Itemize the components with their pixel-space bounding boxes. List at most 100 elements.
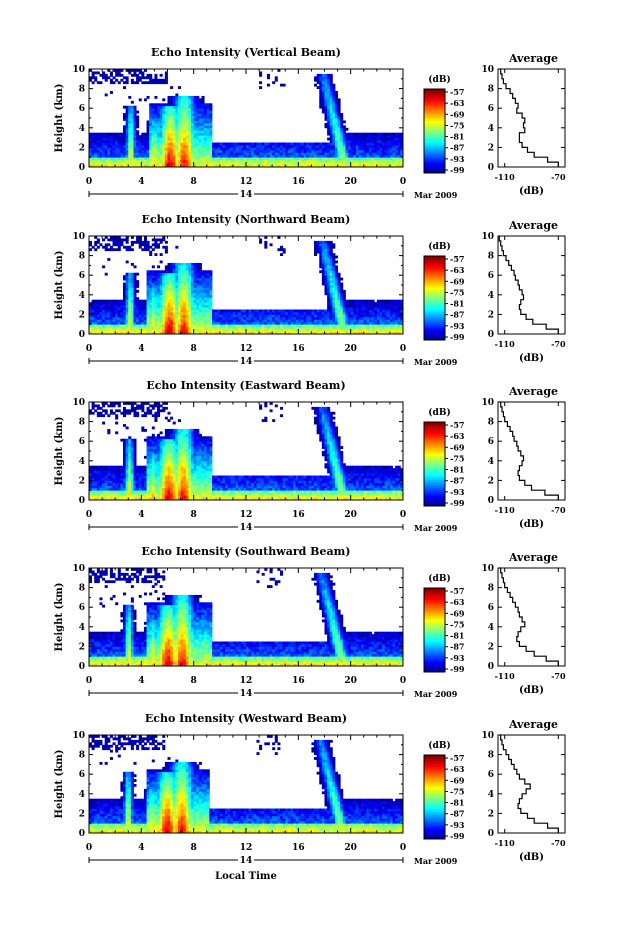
heatmap-cell [329,122,333,126]
heatmap-cell [115,159,119,163]
heatmap-cell [198,285,202,288]
heatmap-cell [209,275,213,279]
heatmap-cell [157,130,161,134]
heatmap-cell [277,321,281,325]
heatmap-cell [345,324,349,328]
heatmap-cell [198,302,202,305]
heatmap-cell [117,149,121,153]
heatmap-cell [204,118,208,121]
heatmap-cell [96,480,100,484]
heatmap-cell [191,309,195,313]
heatmap-cell [217,314,221,318]
heatmap-cell [345,311,349,315]
heatmap-cell [337,127,341,131]
heatmap-cell [180,105,184,109]
heatmap-cell [342,127,346,131]
heatmap-cell [290,164,294,168]
x-tick-label: 16 [292,177,305,187]
heatmap-cell [382,162,386,165]
heatmap-cell [149,132,153,136]
heatmap-cell [167,159,171,163]
heatmap-cell [117,324,121,328]
heatmap-cell [146,154,150,158]
heatmap-cell [358,304,362,308]
heatmap-cell [204,152,208,156]
heatmap-cell [154,140,158,143]
heatmap-cell [259,321,263,325]
heatmap-cell [91,492,95,496]
heatmap-cell [151,127,155,131]
heatmap-cell [198,147,202,151]
heatmap-cell [175,120,179,124]
heatmap-cell [259,326,263,330]
heatmap-cell [151,287,155,291]
heatmap-cell [389,329,393,332]
heatmap-cell [162,164,166,168]
heatmap-cell [175,140,179,143]
heatmap-cell [89,304,93,308]
heatmap-cell [128,277,132,281]
heatmap-cell [319,321,323,325]
heatmap-cell [321,311,325,315]
heatmap-cell [327,152,331,156]
heatmap-cell [120,132,124,136]
heatmap-cell [337,130,341,134]
heatmap-cell [355,154,359,158]
heatmap-cell [89,473,93,476]
heatmap-cell [141,144,145,148]
heatmap-cell [180,314,184,318]
heatmap-cell [185,157,189,161]
heatmap-cell [217,319,221,323]
heatmap-cell [261,331,265,335]
heatmap-cell [371,311,375,315]
heatmap-cell [170,265,174,269]
heatmap-cell [89,495,93,498]
heatmap-cell [214,331,218,335]
heatmap-cell [209,162,213,165]
heatmap-cell [392,162,396,165]
heatmap-cell [397,149,401,153]
panel-title: Echo Intensity (Vertical Beam) [151,46,341,59]
heatmap-cell [332,86,336,89]
heatmap-cell [214,154,218,158]
heatmap-cell [206,280,210,283]
heatmap-cell [157,309,161,313]
heatmap-cell [157,132,161,136]
heatmap-cell [125,287,129,291]
heatmap-cell [206,321,210,325]
heatmap-cell [146,127,150,131]
heatmap-cell [382,159,386,163]
heatmap-cell [188,287,192,291]
heatmap-cell [136,120,140,124]
heatmap-cell [141,162,145,165]
heatmap-cell [154,159,158,163]
heatmap-cell [198,314,202,318]
heatmap-cell [256,162,260,165]
heatmap-cell [321,258,325,261]
heatmap-cell [151,329,155,332]
heatmap-cell [167,147,171,151]
heatmap-cell [256,164,260,168]
heatmap-cell [201,304,205,308]
heatmap-cell [125,299,129,303]
heatmap-cell [264,319,268,323]
heatmap-cell [94,157,98,161]
heatmap-cell [321,253,325,256]
heatmap-cell [355,329,359,332]
heatmap-cell [154,162,158,165]
heatmap-cell [329,287,333,291]
heatmap-cell [350,135,354,138]
heatmap-cell [109,236,113,239]
heatmap-cell [102,304,106,308]
heatmap-cell [384,326,388,330]
heatmap-cell [183,110,187,114]
heatmap-cell [321,275,325,279]
heatmap-cell [363,157,367,161]
heatmap-cell [177,311,181,315]
heatmap-cell [141,240,145,244]
heatmap-cell [293,154,297,158]
heatmap-cell [235,329,239,332]
heatmap-cell [361,147,365,151]
heatmap-cell [138,331,142,335]
heatmap-cell [384,132,388,136]
